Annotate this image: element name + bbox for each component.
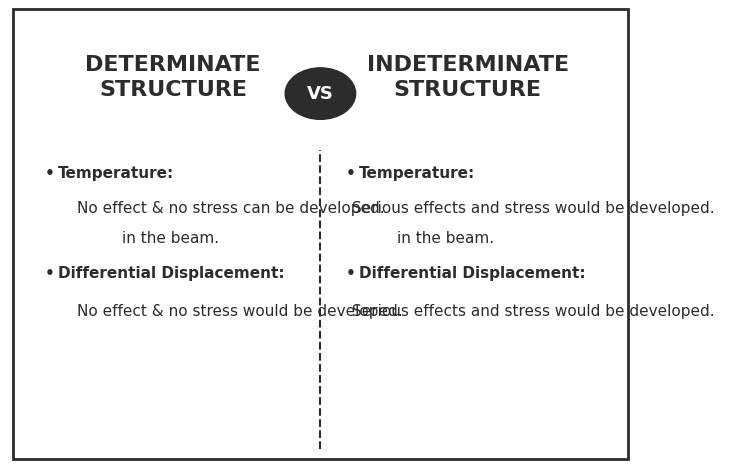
Text: in the beam.: in the beam.	[397, 231, 495, 246]
Text: Temperature:: Temperature:	[359, 166, 475, 181]
Text: in the beam.: in the beam.	[122, 231, 219, 246]
Text: •: •	[45, 266, 60, 281]
Text: Serious effects and stress would be developed.: Serious effects and stress would be deve…	[353, 304, 715, 319]
Circle shape	[285, 68, 356, 119]
Text: INDETERMINATE
STRUCTURE: INDETERMINATE STRUCTURE	[367, 55, 569, 100]
Text: Serious effects and stress would be developed.: Serious effects and stress would be deve…	[353, 201, 715, 216]
Text: •: •	[45, 166, 60, 181]
Text: Temperature:: Temperature:	[58, 166, 174, 181]
Text: •: •	[346, 266, 361, 281]
Text: •: •	[346, 166, 361, 181]
Text: Differential Displacement:: Differential Displacement:	[359, 266, 586, 281]
Text: No effect & no stress can be developed.: No effect & no stress can be developed.	[77, 201, 385, 216]
Text: VS: VS	[307, 85, 334, 102]
Text: Differential Displacement:: Differential Displacement:	[58, 266, 284, 281]
Text: No effect & no stress would be developed.: No effect & no stress would be developed…	[77, 304, 403, 319]
Text: DETERMINATE
STRUCTURE: DETERMINATE STRUCTURE	[86, 55, 261, 100]
FancyBboxPatch shape	[13, 9, 628, 459]
